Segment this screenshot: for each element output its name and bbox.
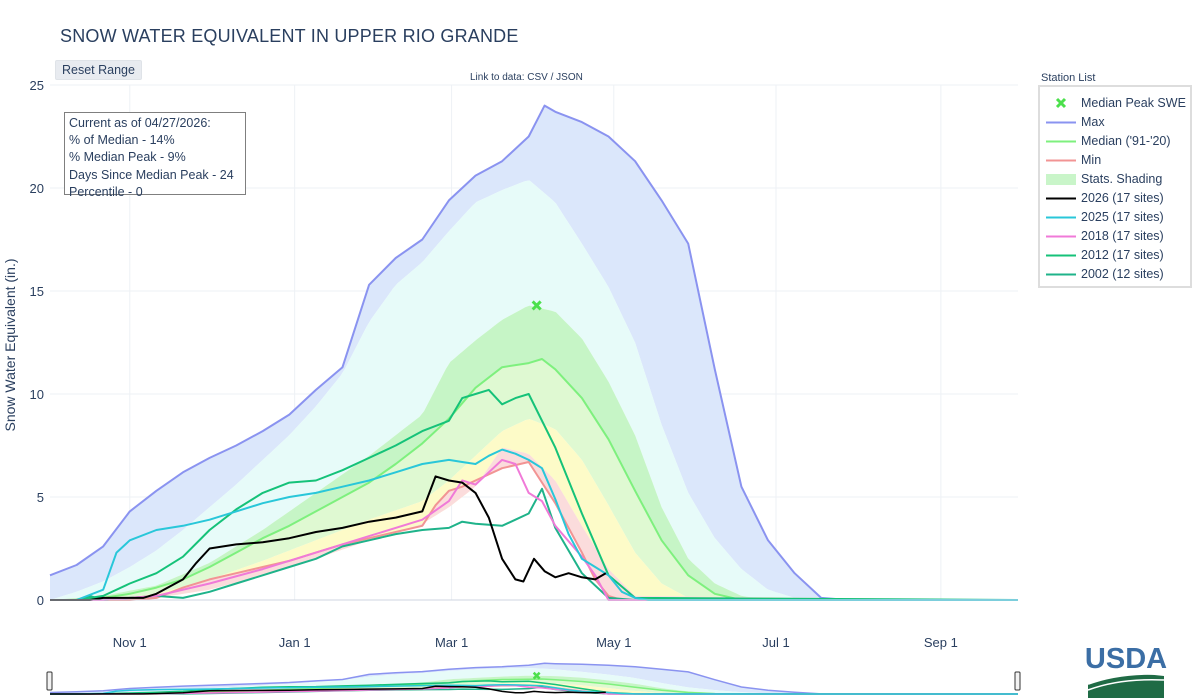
legend-swatch — [1046, 197, 1076, 200]
legend-label: 2002 (12 sites) — [1081, 267, 1164, 281]
series-line-2025-17-sites — [50, 448, 1018, 601]
band-p10 — [50, 447, 1018, 600]
usda-logo: USDA — [1085, 643, 1167, 698]
legend-item-median-peak-swe[interactable]: Median Peak SWE — [1040, 94, 1190, 113]
slider-series-line — [50, 685, 606, 695]
legend-swatch — [1046, 216, 1076, 219]
x-tick-label: Sep 1 — [924, 635, 958, 650]
chart-title: SNOW WATER EQUIVALENT IN UPPER RIO GRAND… — [60, 26, 519, 46]
legend-swatch — [1046, 273, 1076, 276]
median-peak-marker — [531, 300, 542, 311]
range-handle-left[interactable] — [46, 671, 53, 691]
info-line: Current as of 04/27/2026: — [69, 116, 211, 130]
axes: 0 5 10 15 20 25 Nov 1 Jan 1 Mar 1 May 1 Jul 1 Sep 1 — [30, 78, 1018, 650]
legend: Median Peak SWE Max Median ('91-'20) Min Sta… — [1038, 85, 1192, 288]
y-axis-label: Snow Water Equivalent (in.) — [2, 259, 18, 432]
slider-series-line — [50, 680, 1019, 695]
legend-label: Median Peak SWE — [1081, 96, 1186, 110]
legend-item-2018-17-sites[interactable]: 2018 (17 sites) — [1040, 227, 1190, 246]
usda-logo-text: USDA — [1085, 643, 1167, 675]
legend-swatch — [1046, 174, 1076, 185]
band-max — [50, 107, 1018, 600]
legend-label: Median ('91-'20) — [1081, 134, 1171, 148]
x-tick-label: May 1 — [596, 635, 631, 650]
legend-swatch — [1046, 235, 1076, 238]
series-lines — [49, 104, 1019, 601]
series-line-2018-17-sites — [50, 458, 1018, 601]
legend-swatch — [1046, 140, 1076, 143]
band-p90 — [50, 180, 1018, 600]
legend-label: Min — [1081, 153, 1102, 167]
legend-swatch — [1046, 121, 1076, 124]
y-tick-label: 15 — [30, 284, 44, 299]
info-box: Current as of 04/27/2026: % of Median - … — [64, 112, 246, 199]
x-tick-label: Mar 1 — [435, 635, 468, 650]
legend-swatch — [1046, 254, 1076, 257]
range-handle-right[interactable] — [1014, 671, 1021, 691]
info-line: % of Median - 14% — [69, 133, 175, 148]
slider-median-peak-marker — [532, 671, 541, 680]
legend-title: Station List — [1041, 72, 1096, 84]
markers — [531, 300, 542, 311]
series-line-2026-17-sites — [50, 475, 607, 601]
y-tick-label: 20 — [30, 181, 44, 196]
y-tick-label: 0 — [37, 593, 44, 608]
info-line: % Median Peak - 9% — [69, 150, 186, 165]
y-tick-label: 5 — [37, 490, 44, 505]
x-tick-label: Nov 1 — [113, 635, 147, 650]
legend-item-2012-17-sites[interactable]: 2012 (17 sites) — [1040, 246, 1190, 265]
band-p50 — [50, 359, 1018, 600]
legend-label: Max — [1081, 115, 1105, 129]
x-tick-label: Jul 1 — [762, 635, 789, 650]
legend-label: 2012 (17 sites) — [1081, 248, 1164, 262]
info-line: Percentile - 0 — [69, 184, 143, 199]
legend-swatch — [1055, 97, 1067, 109]
series-line-min — [50, 461, 1018, 601]
legend-swatch — [1046, 159, 1076, 162]
stat-bands — [50, 107, 1018, 600]
legend-item-min[interactable]: Min — [1040, 151, 1190, 170]
slider-band — [50, 663, 1018, 694]
slider-series-line — [50, 683, 1018, 695]
legend-item-2026-17-sites[interactable]: 2026 (17 sites) — [1040, 189, 1190, 208]
legend-item-max[interactable]: Max — [1040, 113, 1190, 132]
legend-item-stats-shading[interactable]: Stats. Shading — [1040, 170, 1190, 189]
legend-label: Stats. Shading — [1081, 172, 1163, 186]
legend-item-median-91-20[interactable]: Median ('91-'20) — [1040, 132, 1190, 151]
legend-item-2025-17-sites[interactable]: 2025 (17 sites) — [1040, 208, 1190, 227]
info-line: Days Since Median Peak - 24 — [69, 167, 234, 182]
band-p30 — [50, 419, 1018, 600]
series-line-2012-17-sites — [50, 388, 1019, 601]
reset-range-button[interactable]: Reset Range — [55, 60, 142, 80]
legend-label: 2025 (17 sites) — [1081, 210, 1164, 224]
legend-item-2002-12-sites[interactable]: 2002 (12 sites) — [1040, 265, 1190, 284]
y-tick-label: 25 — [30, 78, 44, 93]
legend-label: 2018 (17 sites) — [1081, 229, 1164, 243]
data-link[interactable]: Link to data: CSV / JSON — [470, 72, 583, 83]
y-tick-label: 10 — [30, 387, 44, 402]
x-tick-label: Jan 1 — [279, 635, 311, 650]
range-slider[interactable] — [46, 662, 1021, 695]
legend-label: 2026 (17 sites) — [1081, 191, 1164, 205]
